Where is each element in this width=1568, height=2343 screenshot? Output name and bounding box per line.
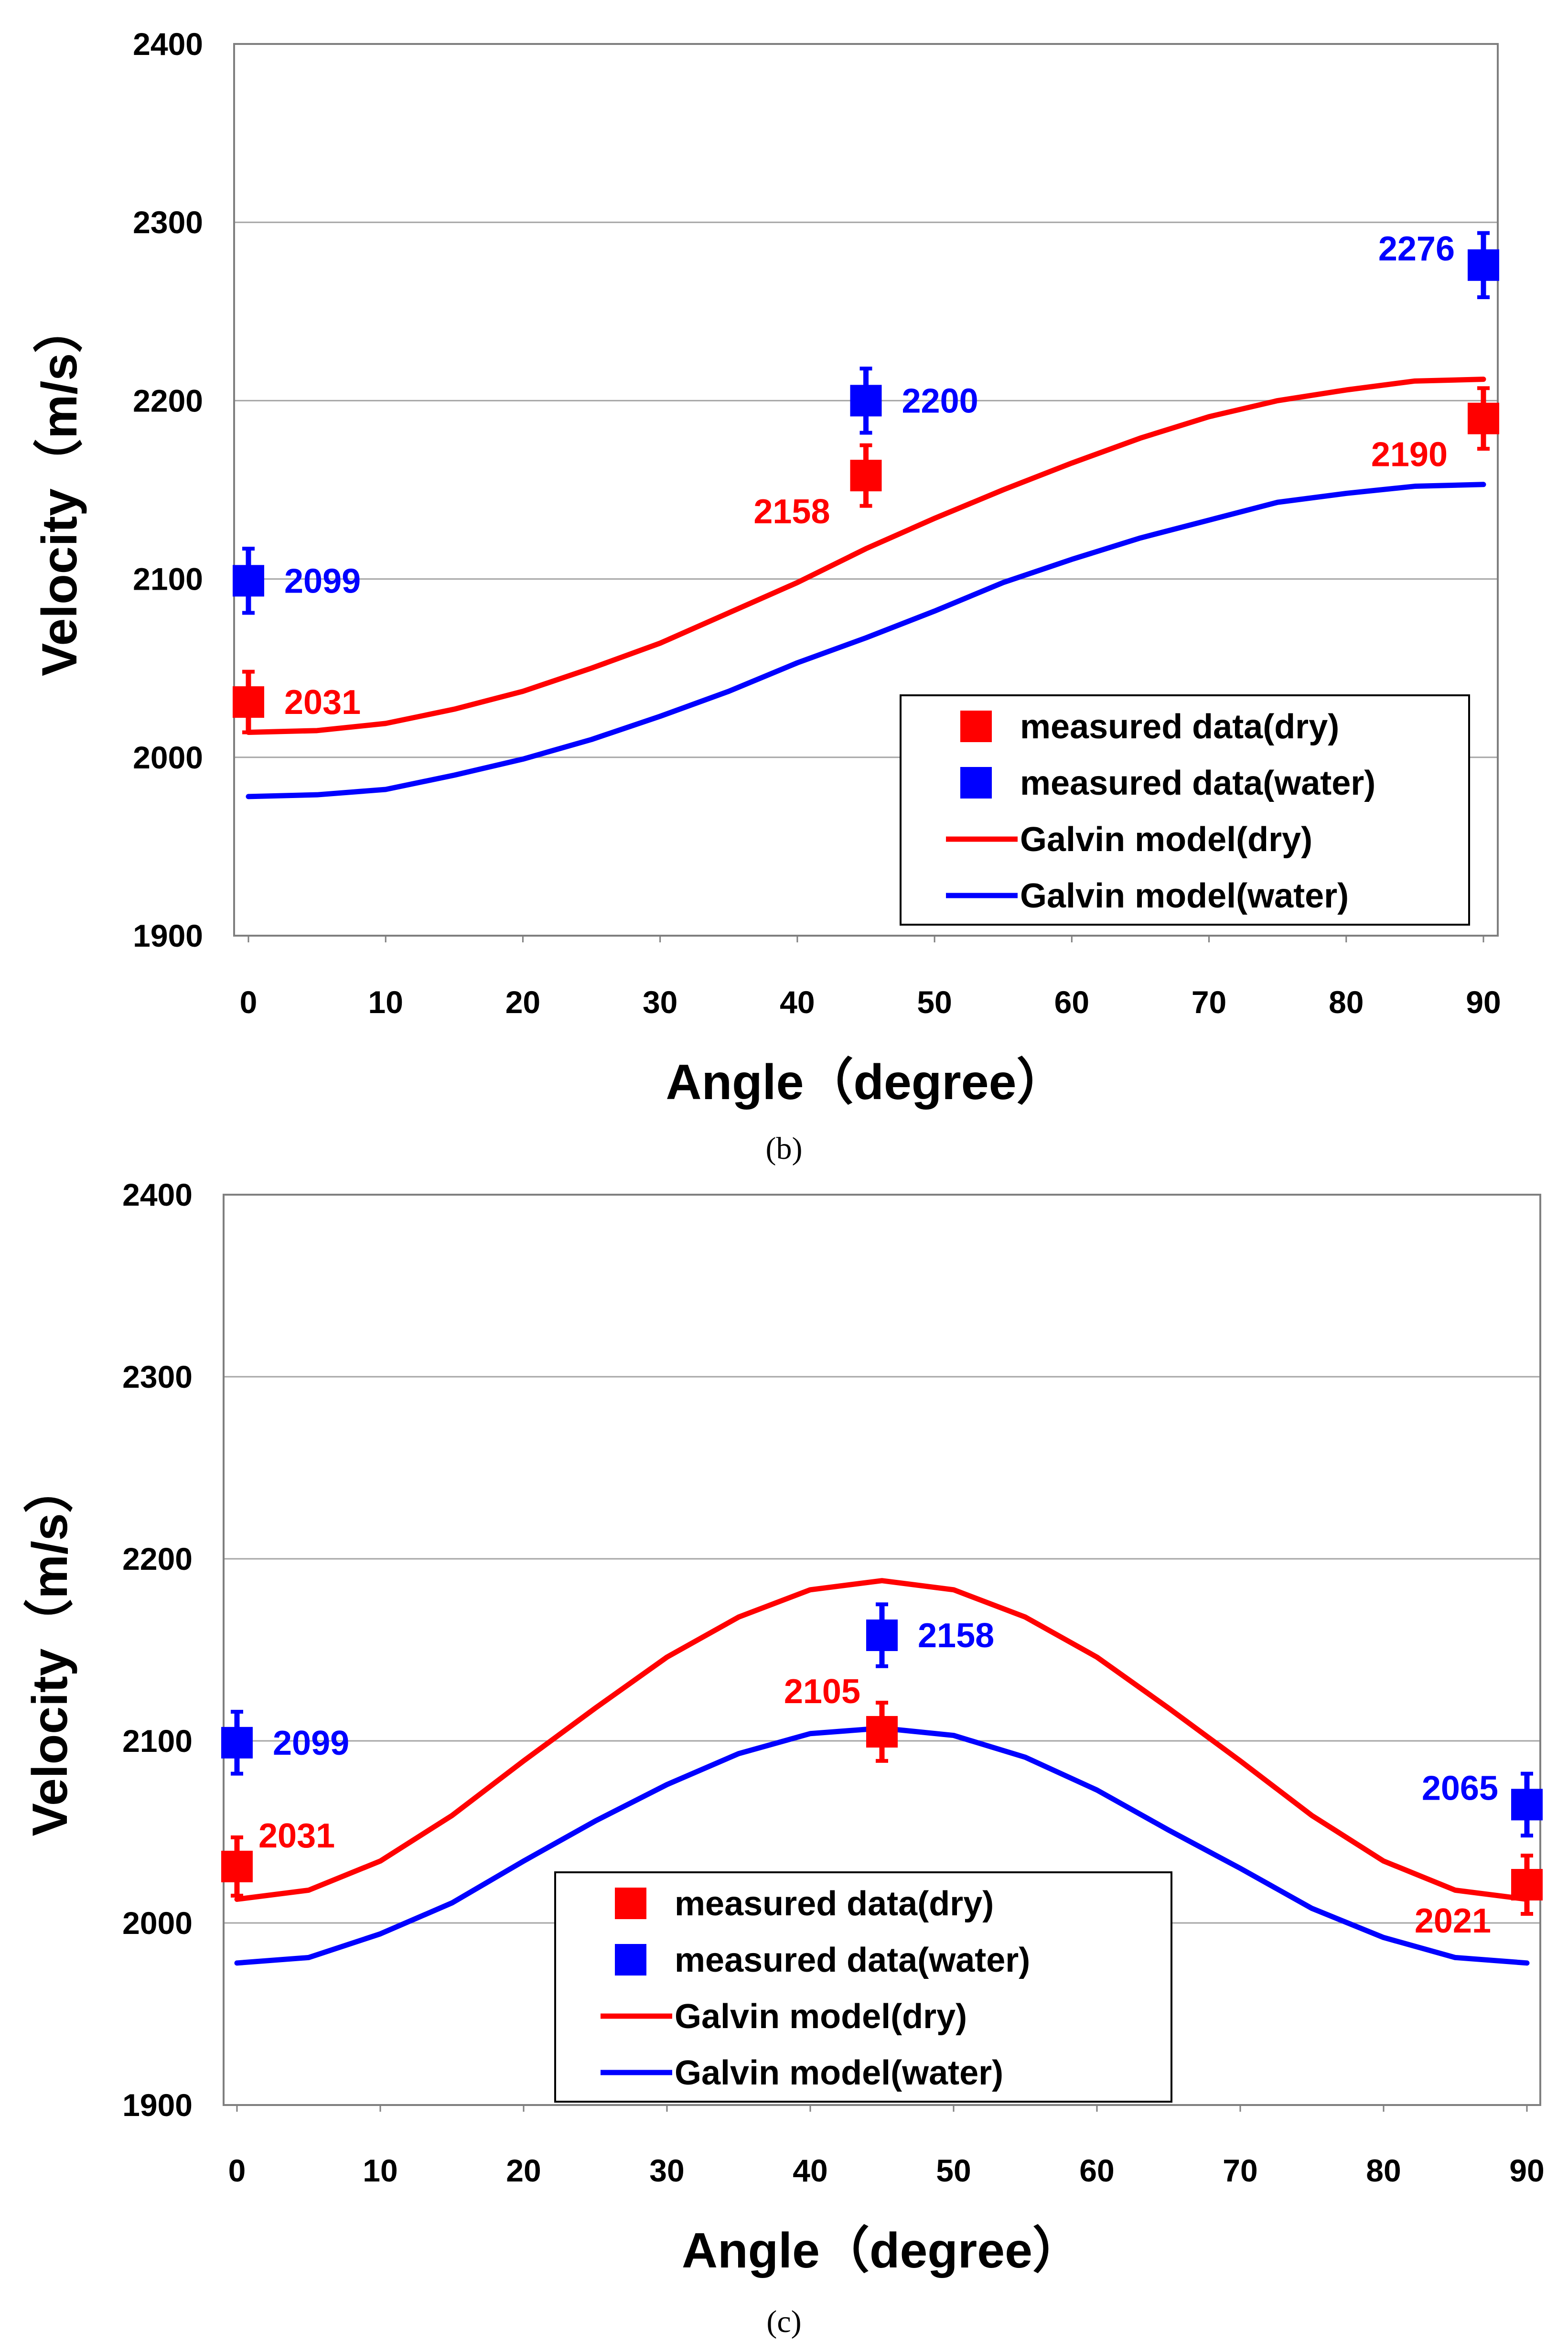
data-point-water [221,1727,253,1759]
x-tick-label: 60 [1079,2153,1114,2188]
panel-caption: (c) [766,2304,801,2339]
data-label: 2158 [753,493,830,531]
data-label: 2105 [784,1673,860,1711]
data-label: 2276 [1378,230,1455,268]
data-label: 2200 [902,382,978,420]
y-tick-label: 2000 [122,1905,193,1941]
x-tick-label: 40 [793,2153,827,2188]
y-tick-label: 2400 [133,26,203,62]
legend-marker-dry [615,1888,646,1919]
x-tick-label: 30 [643,984,677,1020]
legend-label: measured data(water) [675,1941,1030,1979]
legend-label: Galvin model(dry) [675,1997,967,2036]
legend-label: Galvin model(water) [1020,877,1349,915]
y-tick-label: 2300 [122,1359,193,1394]
data-point-dry [1511,1868,1543,1900]
chart-panel-c: 1900 2000 2100 2200 2300 2400 0 10 20 30 40 50 60 70 8… [22,1177,1545,2339]
x-tick-label: 90 [1466,984,1501,1020]
legend-label: measured data(water) [1020,764,1375,802]
data-label: 2065 [1422,1769,1498,1807]
data-label: 2190 [1371,436,1448,474]
y-axis-title: Velocity（m/s） [32,303,87,676]
x-tick-label: 20 [506,2153,541,2188]
legend: measured data(dry) measured data(water) Ga… [554,1871,1172,2103]
data-label: 2158 [918,1617,994,1655]
y-tick-label: 2100 [122,1723,193,1759]
x-tick-label: 20 [505,984,540,1020]
x-tick-label: 70 [1223,2153,1257,2188]
data-label: 2099 [284,562,361,600]
plot-frame [233,43,1499,937]
data-point-dry [1468,402,1499,434]
x-tick-label: 60 [1054,984,1089,1020]
legend-label: measured data(dry) [675,1885,994,1923]
y-tick-label: 2000 [133,740,203,775]
legend-label: measured data(dry) [1020,708,1339,746]
y-tick-label: 1900 [133,918,203,953]
chart-panel-b: 1900 2000 2100 2200 2300 2400 0 10 20 30 40 50 60 70 8… [32,26,1501,1166]
data-point-water [1511,1789,1543,1821]
panel-caption: (b) [766,1131,803,1166]
data-label: 2021 [1415,1902,1491,1940]
legend-box [900,694,1470,926]
x-tick-label: 0 [228,2153,246,2188]
legend-marker-dry [960,711,992,742]
data-point-water [1468,249,1499,281]
x-tick-label: 10 [368,984,403,1020]
x-tick-label: 10 [363,2153,397,2188]
y-tick-label: 2200 [133,383,203,418]
data-point-dry [866,1716,898,1748]
legend: measured data(dry) measured data(water) Ga… [900,694,1470,926]
x-tick-label: 50 [936,2153,971,2188]
legend-box [554,1871,1172,2103]
x-tick-label: 50 [917,984,952,1020]
data-point-dry [850,460,882,492]
series-line-dry [234,1578,1530,1902]
data-label: 2031 [258,1817,335,1855]
plot-frame [223,1194,1541,2106]
x-axis-title: Angle（degree） [682,2223,1082,2278]
y-tick-label: 2100 [133,561,203,597]
x-tick-label: 30 [649,2153,684,2188]
series-line-water [246,482,1486,799]
series-line-dry [246,377,1486,735]
y-tick-label: 1900 [122,2087,193,2123]
data-point-water [850,385,882,417]
legend-label: Galvin model(water) [675,2054,1003,2092]
data-point-water [866,1620,898,1652]
x-tick-label: 0 [240,984,258,1020]
data-label: 2031 [284,683,361,722]
x-tick-label: 80 [1366,2153,1401,2188]
legend-marker-water [615,1944,646,1976]
legend-marker-water [960,767,992,799]
y-tick-label: 2300 [133,205,203,240]
data-point-dry [221,1850,253,1882]
y-tick-label: 2200 [122,1541,193,1576]
x-tick-label: 40 [780,984,815,1020]
data-point-water [233,565,264,597]
x-tick-label: 70 [1192,984,1226,1020]
x-axis-title: Angle（degree） [666,1055,1066,1110]
x-tick-label: 80 [1329,984,1364,1020]
legend-label: Galvin model(dry) [1020,821,1312,859]
y-tick-label: 2400 [122,1177,193,1212]
x-tick-label: 90 [1509,2153,1544,2188]
data-point-dry [233,686,264,718]
y-axis-title: Velocity（m/s） [22,1463,78,1836]
data-label: 2099 [273,1724,349,1762]
